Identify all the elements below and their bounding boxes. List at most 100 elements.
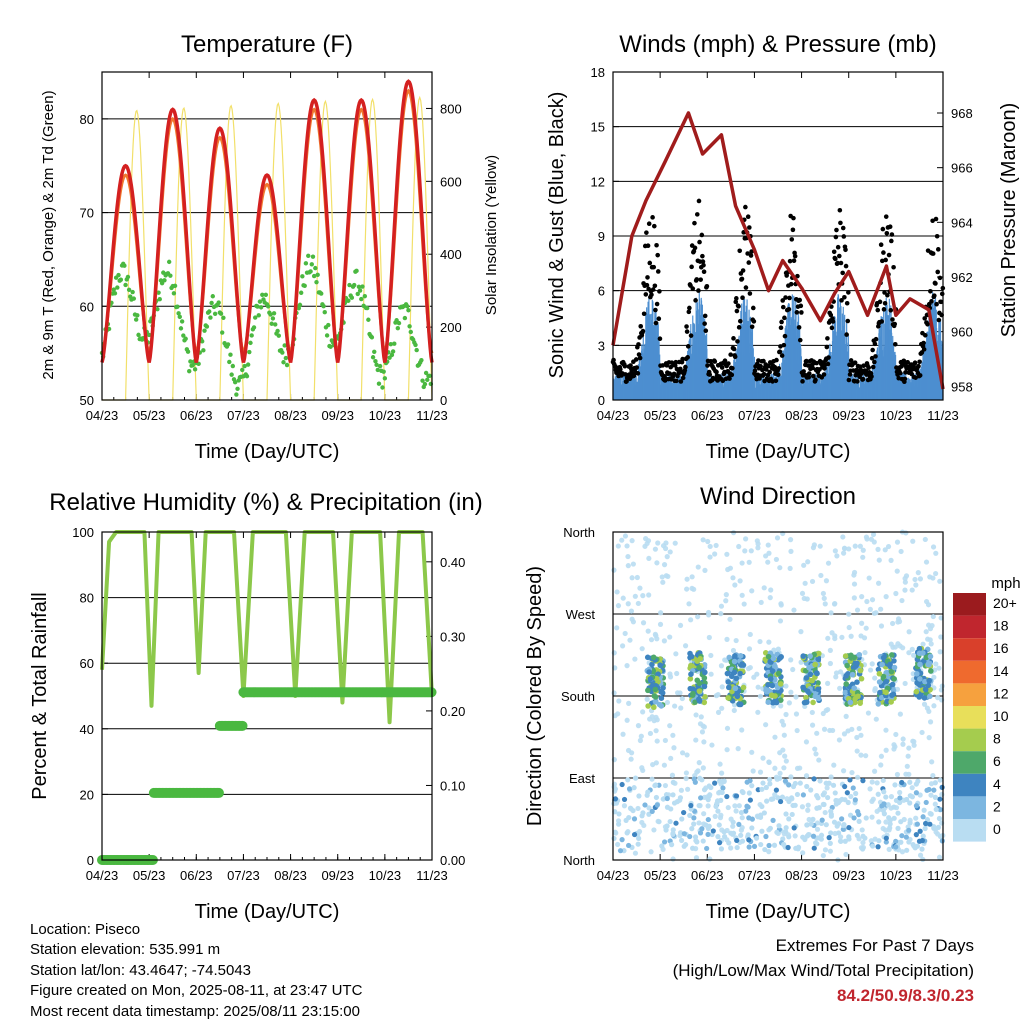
dewpoint-point bbox=[366, 317, 371, 322]
direction-point bbox=[930, 772, 936, 779]
direction-point bbox=[757, 769, 764, 775]
gust-point bbox=[643, 292, 649, 297]
gust-point bbox=[847, 372, 853, 377]
y2-tick-label: 600 bbox=[440, 174, 462, 189]
gust-point bbox=[797, 337, 803, 343]
direction-point bbox=[724, 725, 731, 731]
dewpoint-point bbox=[395, 326, 401, 331]
direction-point bbox=[889, 692, 895, 698]
direction-point bbox=[772, 676, 778, 683]
direction-point bbox=[939, 791, 945, 798]
legend-swatch bbox=[953, 728, 986, 752]
direction-point bbox=[697, 656, 704, 662]
dewpoint-point bbox=[162, 278, 167, 283]
direction-point bbox=[777, 565, 783, 571]
gust-point bbox=[722, 358, 728, 363]
direction-point bbox=[713, 542, 719, 549]
direction-point bbox=[852, 543, 858, 549]
direction-point bbox=[844, 662, 850, 669]
direction-point bbox=[700, 765, 706, 771]
direction-point bbox=[807, 653, 813, 659]
gust-point bbox=[869, 355, 875, 361]
direction-point bbox=[755, 814, 761, 820]
gust-point bbox=[844, 332, 849, 337]
direction-point bbox=[691, 776, 697, 782]
dewpoint-point bbox=[407, 324, 412, 329]
gust-point bbox=[786, 306, 792, 312]
direction-point bbox=[759, 786, 765, 792]
gust-point bbox=[935, 247, 941, 252]
direction-point bbox=[670, 732, 676, 738]
direction-point bbox=[939, 784, 945, 790]
direction-point bbox=[805, 559, 811, 565]
dewpoint-point bbox=[298, 290, 304, 295]
gust-point bbox=[773, 378, 779, 384]
x-tick-label: 04/23 bbox=[86, 408, 119, 423]
direction-point bbox=[652, 782, 658, 789]
y-tick-label: 80 bbox=[80, 591, 94, 606]
y-tick-label: 12 bbox=[591, 174, 605, 189]
legend-label: 20+ bbox=[993, 595, 1017, 611]
dewpoint-point bbox=[362, 293, 368, 299]
temperature-ylabel-left: 2m & 9m T (Red, Orange) & 2m Td (Green) bbox=[40, 90, 57, 379]
direction-point bbox=[846, 546, 852, 552]
direction-point bbox=[878, 762, 884, 768]
gust-point bbox=[749, 249, 754, 254]
direction-point bbox=[801, 562, 807, 568]
direction-point bbox=[739, 838, 746, 844]
direction-point bbox=[691, 586, 697, 592]
direction-point bbox=[911, 738, 917, 745]
direction-point bbox=[695, 768, 701, 774]
direction-point bbox=[742, 548, 748, 554]
direction-point bbox=[906, 839, 912, 845]
direction-point bbox=[696, 664, 702, 671]
direction-point bbox=[838, 838, 844, 844]
direction-point bbox=[904, 763, 910, 769]
legend-label: 16 bbox=[993, 640, 1009, 656]
direction-point bbox=[800, 792, 806, 798]
x-tick-label: 07/23 bbox=[738, 868, 771, 883]
direction-point bbox=[783, 829, 789, 835]
legend-label: 14 bbox=[993, 663, 1009, 679]
direction-point bbox=[849, 671, 856, 678]
direction-point bbox=[701, 675, 708, 681]
direction-point bbox=[937, 796, 943, 802]
legend-label: 0 bbox=[993, 821, 1001, 837]
direction-point bbox=[707, 792, 713, 798]
direction-point bbox=[777, 798, 784, 805]
direction-point bbox=[696, 688, 703, 694]
gust-point bbox=[737, 248, 743, 254]
direction-point bbox=[815, 795, 821, 801]
direction-point bbox=[863, 625, 869, 631]
direction-point bbox=[836, 830, 842, 836]
direction-point bbox=[739, 727, 745, 733]
direction-point bbox=[926, 786, 932, 793]
direction-point bbox=[659, 690, 666, 696]
dewpoint-point bbox=[369, 335, 375, 340]
gust-point bbox=[734, 296, 739, 301]
direction-point bbox=[712, 813, 718, 819]
gust-point bbox=[789, 237, 795, 242]
direction-point bbox=[820, 852, 826, 859]
direction-point bbox=[803, 694, 809, 701]
y2-tick-label: 968 bbox=[951, 106, 973, 121]
gust-point bbox=[660, 363, 666, 368]
direction-point bbox=[913, 582, 919, 588]
direction-point bbox=[832, 635, 838, 642]
direction-point bbox=[881, 801, 887, 807]
direction-point bbox=[687, 812, 693, 819]
direction-point bbox=[823, 780, 829, 786]
dewpoint-point bbox=[283, 355, 289, 361]
direction-point bbox=[926, 735, 932, 741]
direction-point bbox=[854, 832, 860, 838]
direction-point bbox=[787, 537, 794, 543]
direction-point bbox=[755, 709, 761, 715]
direction-point bbox=[907, 800, 913, 806]
direction-point bbox=[888, 652, 895, 658]
direction-point bbox=[878, 606, 884, 612]
y2-tick-label: 962 bbox=[951, 270, 973, 285]
gust-point bbox=[701, 269, 707, 275]
gust-point bbox=[939, 291, 945, 297]
direction-point bbox=[848, 633, 854, 639]
direction-point bbox=[893, 838, 899, 844]
